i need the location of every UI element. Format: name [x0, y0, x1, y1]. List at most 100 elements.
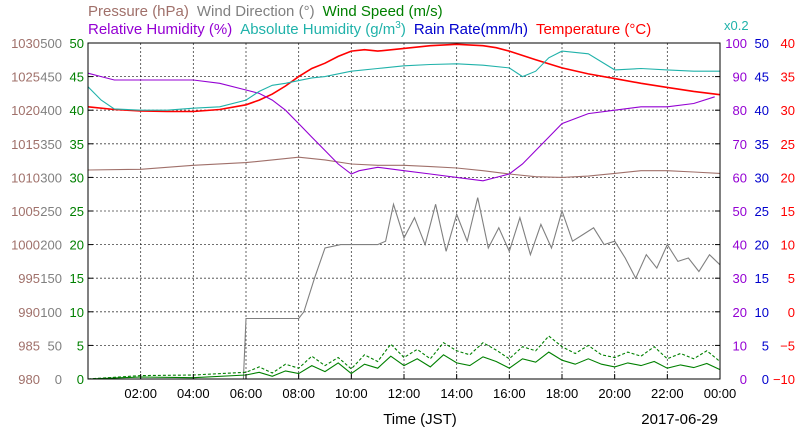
temperature-tick-label: 0	[788, 305, 795, 320]
temperature-tick-label: 5	[788, 271, 795, 286]
title-row-2-text: Relative Humidity (%) Absolute Humidity (…	[88, 20, 651, 38]
wind_speed-tick-label: 45	[70, 70, 84, 85]
rain_rate-tick-label: 30	[755, 170, 769, 185]
title-row-1-text: Pressure (hPa) Wind Direction (°) Wind Spe…	[88, 3, 443, 20]
pressure-tick-label: 1005	[11, 204, 40, 219]
temperature-tick-label: 20	[781, 170, 795, 185]
wind_direction-tick-label: 500	[40, 36, 62, 51]
rain_rate-tick-label: 20	[755, 238, 769, 253]
rain_rate-tick-label: 0	[762, 372, 769, 387]
rain_rate-tick-label: 25	[755, 204, 769, 219]
x-tick-label: 10:00	[335, 386, 368, 401]
wind_speed-tick-label: 30	[70, 170, 84, 185]
humidity-tick-label: 50	[733, 204, 747, 219]
wind_speed-tick-label: 15	[70, 271, 84, 286]
date-label: 2017-06-29	[641, 411, 718, 428]
humidity-tick-label: 60	[733, 170, 747, 185]
temperature-tick-label: 40	[781, 36, 795, 51]
right-axes: 0102030405060708090100051015202530354045…	[715, 36, 795, 387]
x-tick-label: 00:00	[704, 386, 737, 401]
wind_speed-tick-label: 10	[70, 305, 84, 320]
x-axis: 02:00 04:00 06:00 08:00 10:00 12:00 14:00 16:00…	[124, 374, 736, 401]
wind_speed-tick-label: 0	[77, 372, 84, 387]
title-row-1: Pressure (hPa) Wind Direction (°) Wind Spe…	[88, 3, 443, 20]
wind_direction-tick-label: 250	[40, 204, 62, 219]
x-axis-label: Time (JST)	[383, 411, 457, 428]
title-part: Wind Speed (m/s)	[323, 3, 443, 20]
series-wind-direction	[88, 197, 721, 380]
pressure-tick-label: 995	[18, 271, 40, 286]
x-tick-label: 04:00	[177, 386, 210, 401]
title-part: Absolute Humidity (g/m	[240, 21, 395, 38]
x-tick-label: 08:00	[282, 386, 315, 401]
series-wind-speed-gust	[87, 335, 721, 380]
humidity-tick-label: 100	[725, 36, 747, 51]
humidity-tick-label: 90	[733, 70, 747, 85]
pressure-tick-label: 1010	[11, 170, 40, 185]
pressure-tick-label: 1030	[11, 36, 40, 51]
temperature-tick-label: −10	[773, 372, 795, 387]
title-part: Temperature (°C)	[536, 21, 651, 38]
wind_direction-tick-label: 0	[55, 372, 62, 387]
temperature-tick-label: 25	[781, 137, 795, 152]
series-relative-humidity	[87, 72, 715, 182]
wind_direction-tick-label: 150	[40, 271, 62, 286]
rain_rate-tick-label: 15	[755, 271, 769, 286]
title-part: Wind Direction (°)	[197, 3, 315, 20]
rain_rate-tick-label: 35	[755, 137, 769, 152]
wind_direction-tick-label: 300	[40, 170, 62, 185]
humidity-tick-label: 20	[733, 305, 747, 320]
wind_speed-tick-label: 35	[70, 137, 84, 152]
temperature-tick-label: 15	[781, 204, 795, 219]
rain-scale-note: x0.2	[724, 18, 749, 33]
pressure-tick-label: 980	[18, 372, 40, 387]
x-tick-label: 14:00	[440, 386, 473, 401]
wind_direction-tick-label: 50	[48, 338, 62, 353]
series-wind-speed	[87, 351, 721, 380]
wind_direction-tick-label: 350	[40, 137, 62, 152]
title-row-2: Relative Humidity (%) Absolute Humidity (…	[88, 20, 651, 38]
grid-lines	[88, 43, 720, 379]
rain_rate-tick-label: 40	[755, 103, 769, 118]
pressure-tick-label: 1025	[11, 70, 40, 85]
humidity-tick-label: 70	[733, 137, 747, 152]
humidity-tick-label: 80	[733, 103, 747, 118]
series-temperature	[87, 43, 721, 113]
x-tick-label: 18:00	[546, 386, 579, 401]
pressure-tick-label: 1020	[11, 103, 40, 118]
title-part: Pressure (hPa)	[88, 3, 189, 20]
wind_speed-tick-label: 50	[70, 36, 84, 51]
title-part: Rain Rate(mm/h)	[414, 21, 528, 38]
x-tick-label: 12:00	[388, 386, 421, 401]
temperature-tick-label: 30	[781, 103, 795, 118]
series-pressure	[87, 156, 721, 178]
rain_rate-tick-label: 45	[755, 70, 769, 85]
temperature-tick-label: 10	[781, 238, 795, 253]
rain_rate-tick-label: 5	[762, 338, 769, 353]
temperature-tick-label: −5	[780, 338, 795, 353]
pressure-tick-label: 1015	[11, 137, 40, 152]
wind_direction-tick-label: 100	[40, 305, 62, 320]
humidity-tick-label: 0	[740, 372, 747, 387]
pressure-tick-label: 1000	[11, 238, 40, 253]
x-tick-label: 16:00	[493, 386, 526, 401]
pressure-tick-label: 985	[18, 338, 40, 353]
wind_direction-tick-label: 200	[40, 238, 62, 253]
pressure-tick-label: 990	[18, 305, 40, 320]
temperature-tick-label: 35	[781, 70, 795, 85]
wind_speed-tick-label: 25	[70, 204, 84, 219]
title-part: Relative Humidity (%)	[88, 21, 232, 38]
wind_direction-tick-label: 400	[40, 103, 62, 118]
humidity-tick-label: 10	[733, 338, 747, 353]
series-absolute-humidity	[87, 50, 720, 111]
wind_speed-tick-label: 40	[70, 103, 84, 118]
wind_direction-tick-label: 450	[40, 70, 62, 85]
humidity-tick-label: 30	[733, 271, 747, 286]
x-tick-label: 02:00	[124, 386, 157, 401]
x-tick-label: 22:00	[651, 386, 684, 401]
left-axes: 9809859909951000100510101015102010251030…	[11, 36, 93, 387]
wind_speed-tick-label: 20	[70, 238, 84, 253]
rain_rate-tick-label: 10	[755, 305, 769, 320]
wind_speed-tick-label: 5	[77, 338, 84, 353]
